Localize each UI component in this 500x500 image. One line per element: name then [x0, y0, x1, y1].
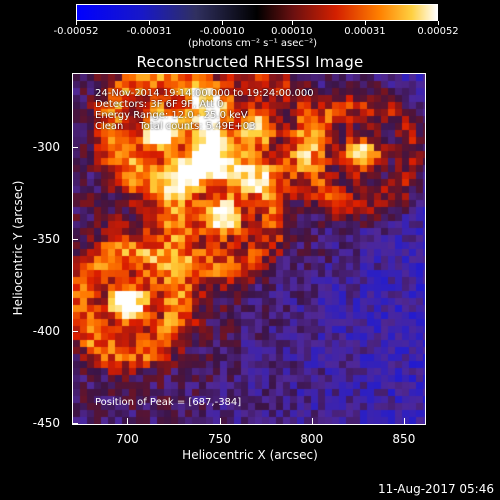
x-tick-mark — [403, 418, 405, 424]
render-timestamp: 11-Aug-2017 05:46 — [377, 482, 494, 496]
x-tick-mark — [311, 418, 313, 424]
colorbar-tick-mark — [364, 21, 366, 25]
y-tick-label: -350 — [32, 231, 60, 246]
info-total-counts: Clean Total counts: 5.49E+03 — [95, 121, 256, 132]
info-time-range: 24-Nov-2014 19:14:00.000 to 19:24:00.000 — [95, 88, 314, 99]
x-tick-label: 850 — [392, 432, 416, 446]
info-energy-range: Energy Range: 12.0 - 25.0 keV — [95, 110, 248, 121]
colorbar — [76, 4, 438, 21]
peak-position-label: Position of Peak = [687,-384] — [95, 397, 242, 408]
x-tick-label: 750 — [208, 432, 231, 446]
colorbar-tick-label: 0.00031 — [344, 26, 386, 37]
x-tick-mark — [219, 418, 221, 424]
plot-area: 24-Nov-2014 19:14:00.000 to 19:24:00.000… — [72, 73, 426, 425]
x-tick-label: 700 — [115, 432, 139, 446]
y-tick-label: -450 — [32, 416, 60, 431]
y-tick-mark — [72, 146, 78, 148]
y-tick-mark — [72, 238, 78, 240]
y-tick-mark — [72, 331, 78, 332]
info-detectors: Detectors: 3F 6F 9F, Att 0 — [95, 99, 224, 110]
colorbar-tick-mark — [76, 21, 77, 25]
colorbar-tick-mark — [149, 21, 151, 25]
y-tick-label: -400 — [32, 324, 60, 338]
y-axis-label: Heliocentric Y (arcsec) — [11, 180, 25, 316]
colorbar-tick-label: 0.00052 — [417, 26, 459, 37]
colorbar-tick-mark — [438, 21, 439, 25]
colorbar-tick-label: 0.00010 — [271, 26, 313, 37]
heatmap-image — [73, 74, 425, 424]
x-axis-label: Heliocentric X (arcsec) — [182, 448, 318, 462]
colorbar-tick-label: -0.00010 — [199, 26, 245, 37]
x-tick-mark — [127, 418, 129, 424]
colorbar-units: (photons cm⁻² s⁻¹ asec⁻²) — [188, 38, 318, 49]
colorbar-tick-mark — [291, 21, 293, 25]
y-tick-mark — [72, 423, 78, 425]
colorbar-tick-label: -0.00052 — [53, 26, 99, 37]
colorbar-tick-mark — [222, 21, 224, 25]
y-tick-label: -300 — [32, 139, 60, 154]
x-tick-label: 800 — [300, 432, 324, 446]
colorbar-tick-label: -0.00031 — [126, 26, 172, 37]
chart-title: Reconstructed RHESSI Image — [136, 53, 364, 71]
